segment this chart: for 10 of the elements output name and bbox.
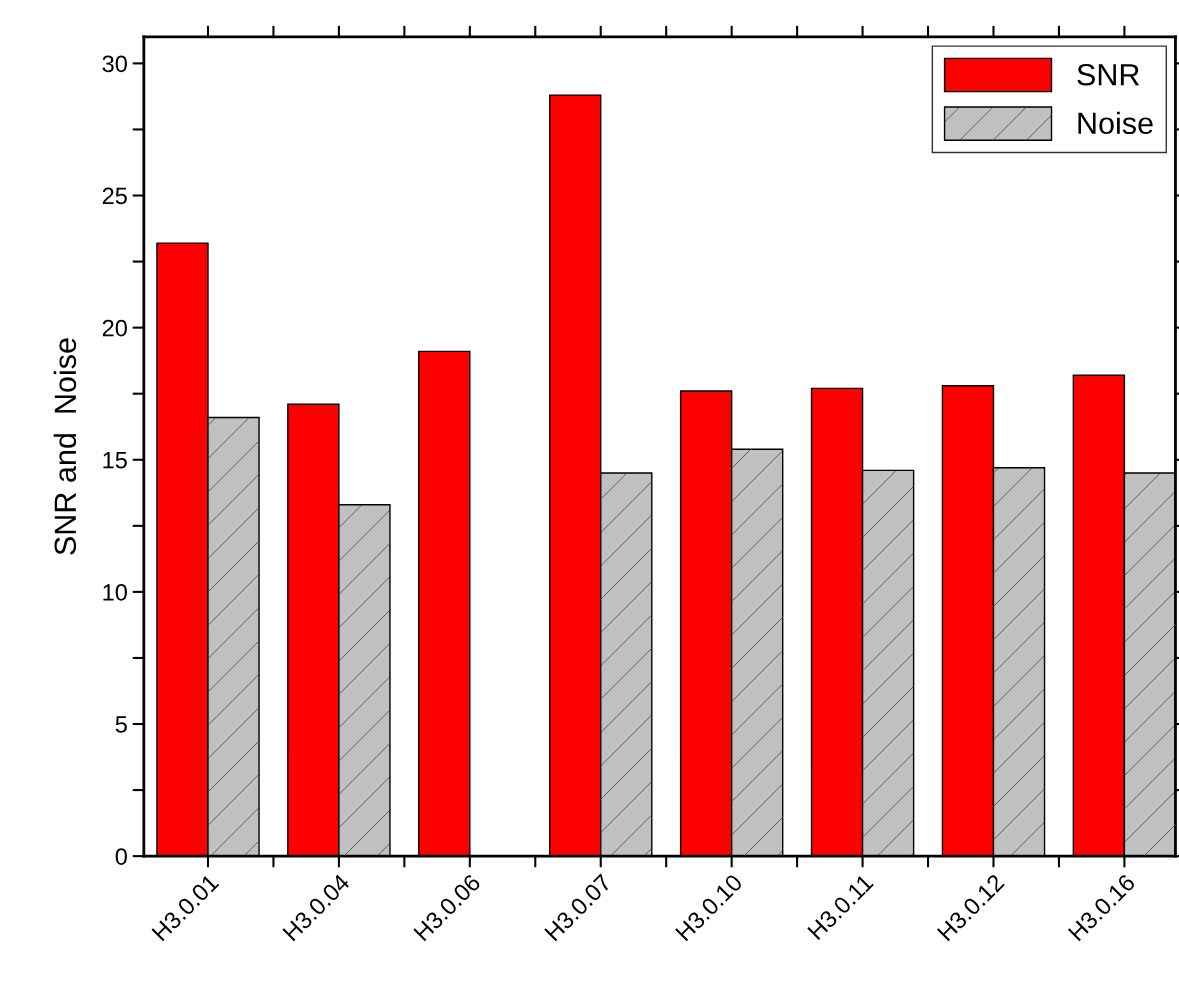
y-axis-title: SNR and Noise	[53, 338, 77, 555]
legend-label: Noise	[1078, 111, 1153, 135]
y-tick-label: 30	[102, 55, 127, 73]
y-tick-label: 10	[103, 583, 127, 601]
y-tick-label: 25	[102, 187, 127, 205]
y-tick-label: 5	[115, 716, 127, 733]
y-tick-label: 0	[115, 848, 127, 865]
y-tick-label: 20	[102, 319, 127, 337]
legend-label: SNR	[1077, 63, 1140, 86]
y-tick-label: 15	[103, 452, 127, 469]
